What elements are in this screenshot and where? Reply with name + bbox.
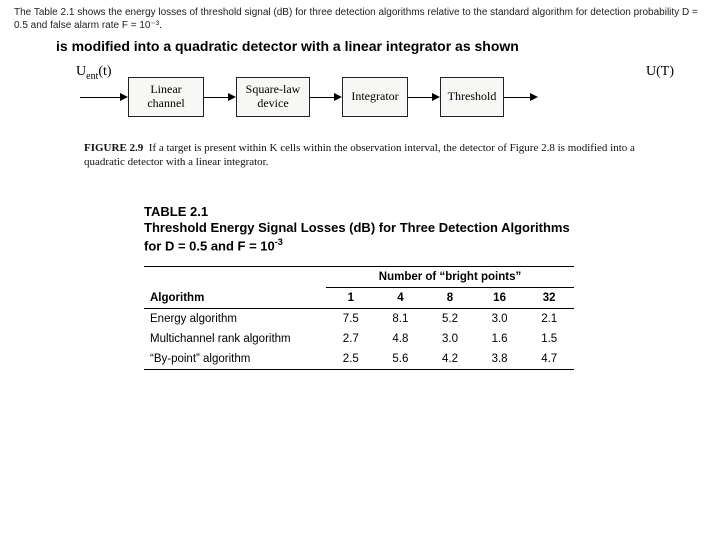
table-row: “By-point” algorithm 2.5 5.6 4.2 3.8 4.7 xyxy=(144,349,574,370)
block-threshold: Threshold xyxy=(440,77,504,117)
figure-caption-body: If a target is present within K cells wi… xyxy=(84,142,635,168)
input-label: Uent(t) xyxy=(76,64,112,82)
cell: 3.8 xyxy=(475,349,525,370)
cell: 8.1 xyxy=(376,308,426,329)
cell: 5.6 xyxy=(376,349,426,370)
output-label: U(T) xyxy=(646,64,674,80)
cell: 1.5 xyxy=(524,329,574,349)
cell: 3.0 xyxy=(475,308,525,329)
cell: 4.8 xyxy=(376,329,426,349)
cell: 3.0 xyxy=(425,329,475,349)
table-row: Energy algorithm 7.5 8.1 5.2 3.0 2.1 xyxy=(144,308,574,329)
col-4: 4 xyxy=(376,287,426,308)
cell: 5.2 xyxy=(425,308,475,329)
table-title: TABLE 2.1 Threshold Energy Signal Losses… xyxy=(144,204,574,256)
table-row: Multichannel rank algorithm 2.7 4.8 3.0 … xyxy=(144,329,574,349)
cell: 7.5 xyxy=(326,308,376,329)
cell: 1.6 xyxy=(475,329,525,349)
arrow-1 xyxy=(204,93,236,101)
figure-caption: FIGURE 2.9 If a target is present within… xyxy=(0,136,720,170)
col-header-span: Number of “bright points” xyxy=(326,266,574,287)
col-32: 32 xyxy=(524,287,574,308)
cell: 2.1 xyxy=(524,308,574,329)
block-linear-channel: Linearchannel xyxy=(128,77,204,117)
cell: 4.2 xyxy=(425,349,475,370)
block-square-law: Square-lawdevice xyxy=(236,77,310,117)
figure-2-9: Uent(t) U(T) Linearchannel Square-lawdev… xyxy=(0,62,720,136)
col-header-algorithm: Algorithm xyxy=(144,266,326,308)
arrow-2 xyxy=(310,93,342,101)
arrow-in xyxy=(80,93,128,101)
col-1: 1 xyxy=(326,287,376,308)
intro-text: The Table 2.1 shows the energy losses of… xyxy=(0,0,720,34)
row-name: Energy algorithm xyxy=(144,308,326,329)
col-8: 8 xyxy=(425,287,475,308)
cell: 2.7 xyxy=(326,329,376,349)
figure-caption-lead: FIGURE 2.9 xyxy=(84,142,143,154)
block-diagram: Uent(t) U(T) Linearchannel Square-lawdev… xyxy=(80,62,680,132)
subhead-text: is modified into a quadratic detector wi… xyxy=(0,34,720,62)
cell: 4.7 xyxy=(524,349,574,370)
arrow-3 xyxy=(408,93,440,101)
cell: 2.5 xyxy=(326,349,376,370)
block-integrator: Integrator xyxy=(342,77,408,117)
row-name: Multichannel rank algorithm xyxy=(144,329,326,349)
col-16: 16 xyxy=(475,287,525,308)
row-name: “By-point” algorithm xyxy=(144,349,326,370)
arrow-out xyxy=(504,93,538,101)
data-table: Algorithm Number of “bright points” 1 4 … xyxy=(144,266,574,370)
table-2-1: TABLE 2.1 Threshold Energy Signal Losses… xyxy=(144,204,574,370)
